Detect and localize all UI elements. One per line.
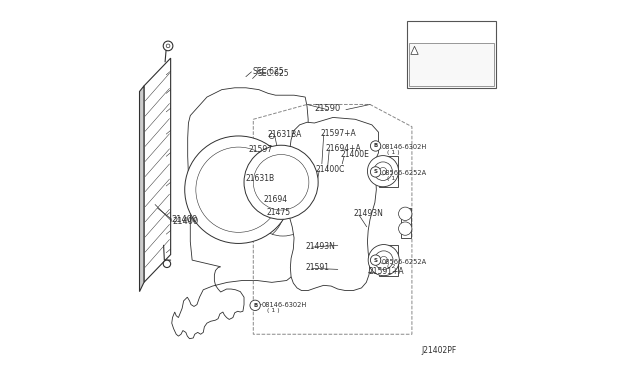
Polygon shape bbox=[407, 21, 496, 88]
Circle shape bbox=[185, 136, 292, 243]
Circle shape bbox=[330, 171, 333, 175]
Text: J21402PF: J21402PF bbox=[422, 346, 457, 355]
Circle shape bbox=[281, 201, 285, 205]
Text: 21599N: 21599N bbox=[422, 24, 452, 33]
Text: 08146-6302H: 08146-6302H bbox=[381, 144, 426, 150]
Circle shape bbox=[269, 134, 275, 138]
Polygon shape bbox=[380, 156, 398, 187]
Circle shape bbox=[244, 145, 318, 219]
Polygon shape bbox=[140, 86, 144, 292]
Text: 21591: 21591 bbox=[306, 263, 330, 272]
Circle shape bbox=[278, 198, 288, 208]
Text: ( 2 ): ( 2 ) bbox=[387, 264, 399, 269]
Polygon shape bbox=[411, 46, 418, 54]
Circle shape bbox=[371, 255, 381, 265]
Text: 21694+A: 21694+A bbox=[326, 144, 362, 153]
Circle shape bbox=[374, 251, 393, 269]
Text: !: ! bbox=[413, 49, 415, 54]
Text: 21597: 21597 bbox=[249, 145, 273, 154]
Circle shape bbox=[194, 161, 200, 167]
Text: S: S bbox=[374, 258, 378, 263]
Text: 21400E: 21400E bbox=[340, 150, 370, 159]
Circle shape bbox=[250, 300, 260, 311]
Circle shape bbox=[196, 147, 281, 232]
Text: 08146-6302H: 08146-6302H bbox=[262, 302, 307, 308]
Circle shape bbox=[368, 244, 399, 276]
Text: 21591+A: 21591+A bbox=[368, 267, 404, 276]
Polygon shape bbox=[144, 58, 171, 282]
Text: 21631BA: 21631BA bbox=[267, 129, 301, 139]
Text: B: B bbox=[374, 144, 378, 148]
Text: 08566-6252A: 08566-6252A bbox=[381, 170, 426, 176]
Circle shape bbox=[166, 44, 170, 48]
Text: S: S bbox=[374, 169, 378, 174]
Text: 21694: 21694 bbox=[264, 195, 288, 204]
Circle shape bbox=[367, 155, 399, 187]
Circle shape bbox=[371, 141, 381, 151]
Circle shape bbox=[253, 154, 309, 210]
Text: 21631B: 21631B bbox=[246, 174, 275, 183]
Polygon shape bbox=[172, 88, 308, 339]
Text: 21400: 21400 bbox=[172, 215, 198, 224]
Circle shape bbox=[399, 207, 412, 221]
Text: 21400: 21400 bbox=[173, 217, 199, 226]
Text: 21475: 21475 bbox=[266, 208, 291, 217]
Polygon shape bbox=[401, 208, 411, 238]
Circle shape bbox=[239, 169, 244, 174]
Text: 21400C: 21400C bbox=[316, 165, 345, 174]
Text: SEC.625: SEC.625 bbox=[253, 67, 284, 76]
Circle shape bbox=[380, 167, 387, 175]
Circle shape bbox=[371, 167, 381, 177]
Circle shape bbox=[399, 222, 412, 235]
Text: 21493N: 21493N bbox=[353, 209, 383, 218]
Text: 21597+A: 21597+A bbox=[321, 129, 356, 138]
Circle shape bbox=[327, 169, 335, 177]
Circle shape bbox=[163, 260, 171, 267]
Text: B: B bbox=[253, 303, 257, 308]
Text: SEC.625: SEC.625 bbox=[258, 69, 289, 78]
Polygon shape bbox=[289, 118, 378, 291]
Circle shape bbox=[380, 256, 387, 264]
Text: 21590: 21590 bbox=[314, 105, 340, 113]
Text: ( 1 ): ( 1 ) bbox=[387, 150, 399, 155]
Polygon shape bbox=[380, 245, 398, 276]
Text: 21493N: 21493N bbox=[306, 242, 336, 251]
Polygon shape bbox=[409, 43, 494, 86]
Text: ( 1 ): ( 1 ) bbox=[387, 176, 399, 181]
Circle shape bbox=[163, 41, 173, 51]
Text: 08566-6252A: 08566-6252A bbox=[381, 259, 426, 264]
Circle shape bbox=[374, 162, 392, 180]
Text: ( 1 ): ( 1 ) bbox=[268, 308, 280, 312]
